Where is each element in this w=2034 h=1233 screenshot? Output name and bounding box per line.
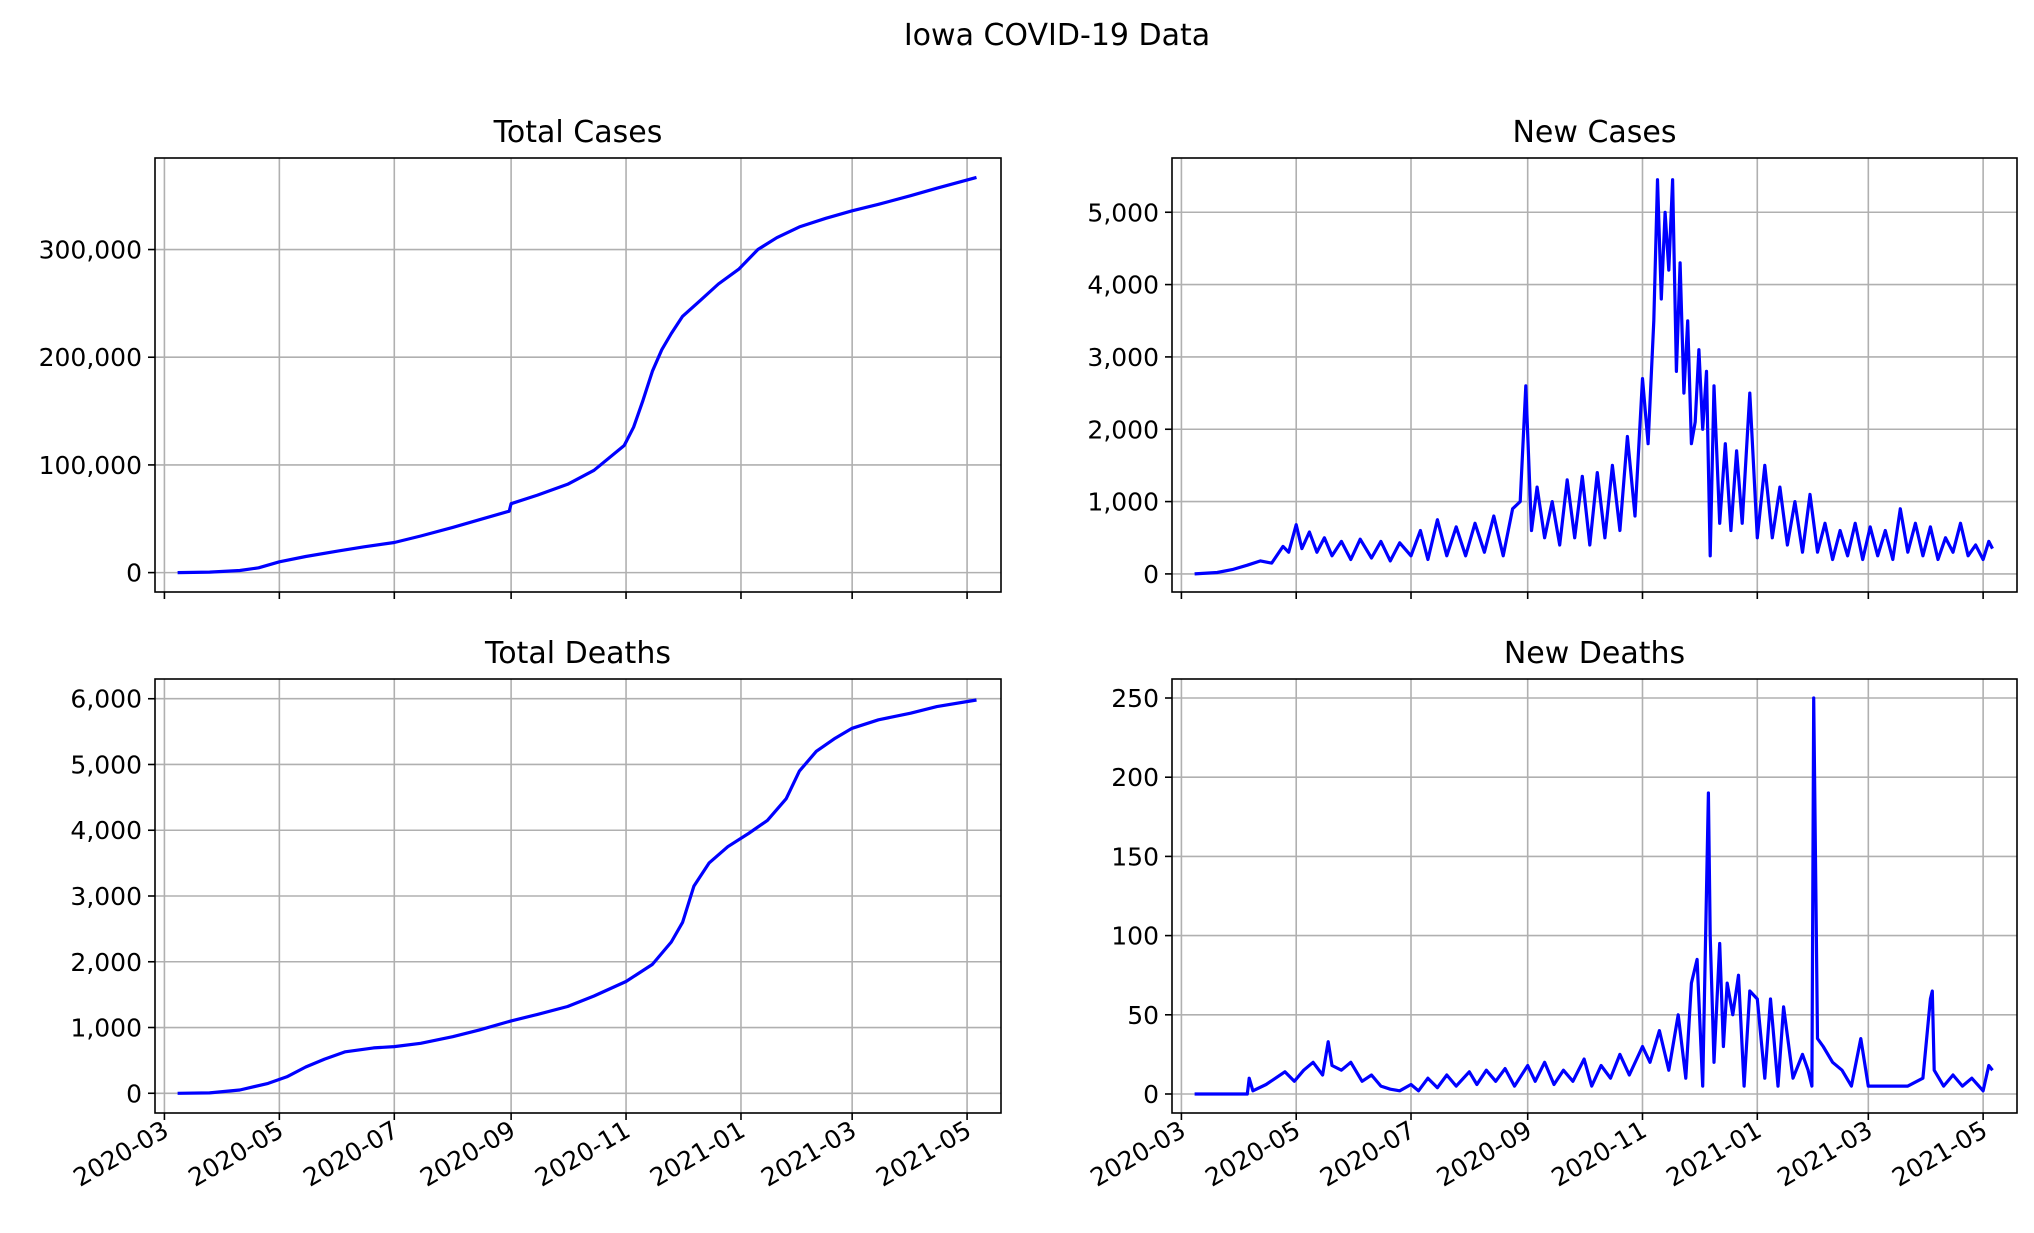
x-tick-label: 2020-11 [1547,1115,1652,1192]
subplot-total-cases: Total Cases 0 100,000 200,000 300,000 [39,115,1002,599]
y-tick-label: 5,000 [70,750,142,779]
x-tick-label: 2021-03 [1772,1115,1877,1192]
x-tick-label: 2020-09 [415,1115,520,1192]
x-tick-label: 2021-05 [1887,1115,1992,1192]
y-tick-label: 0 [126,559,142,588]
x-tick-label: 2020-03 [1085,1115,1190,1192]
y-tick-label: 1,000 [1087,488,1159,517]
y-tick-label: 0 [1143,1080,1159,1109]
x-tick-label: 2020-05 [183,1115,288,1192]
x-tick-label: 2020-07 [298,1115,403,1192]
y-tick-label: 300,000 [39,236,142,265]
x-tick-label: 2020-09 [1432,1115,1537,1192]
figure-title: Iowa COVID-19 Data [904,18,1210,53]
y-tick-label: 5,000 [1087,198,1159,227]
y-tick-label: 0 [126,1079,142,1108]
y-tick-label: 4,000 [70,816,142,845]
y-tick-label: 150 [1111,842,1159,871]
x-tick-label: 2021-03 [756,1115,861,1192]
y-tick-label: 3,000 [70,882,142,911]
y-tick-label: 200,000 [39,343,142,372]
subplot-title: Total Deaths [484,636,671,671]
series-line [1194,178,1994,576]
y-tick-label: 50 [1127,1001,1159,1030]
series-line [177,175,977,575]
subplot-new-cases: New Cases 0 1,000 2,000 3,000 4,000 5,000 [1087,115,2018,599]
y-tick-label: 4,000 [1087,271,1159,300]
subplot-title: New Deaths [1504,636,1685,671]
series-line [1194,696,1994,1096]
x-tick-label: 2020-03 [68,1115,173,1192]
x-tick-label: 2020-07 [1315,1115,1420,1192]
subplot-total-deaths: Total Deaths 0 1,000 2,000 3,000 4,000 5,000 6,… [68,636,1002,1192]
x-tick-label: 2021-01 [645,1115,750,1192]
y-tick-label: 2,000 [70,948,142,977]
axes-frame [1171,678,2018,1114]
x-tick-label: 2021-01 [1661,1115,1766,1192]
axes-frame [154,157,1002,593]
y-tick-label: 250 [1111,684,1159,713]
x-tick-label: 2020-05 [1200,1115,1305,1192]
subplot-grid: Total Cases 0 100,000 200,000 300,000 New Cas… [39,115,2018,1192]
y-tick-label: 0 [1143,560,1159,589]
series-line [177,698,977,1095]
y-tick-label: 2,000 [1087,415,1159,444]
y-tick-label: 100 [1111,922,1159,951]
y-tick-label: 6,000 [70,685,142,714]
subplot-title: Total Cases [493,115,663,150]
y-tick-label: 100,000 [39,451,142,480]
subplot-title: New Cases [1512,115,1676,150]
x-tick-label: 2021-05 [871,1115,976,1192]
y-tick-label: 3,000 [1087,343,1159,372]
x-tick-label: 2020-11 [530,1115,635,1192]
axes-frame [1171,157,2018,593]
y-tick-label: 1,000 [70,1014,142,1043]
y-tick-label: 200 [1111,763,1159,792]
